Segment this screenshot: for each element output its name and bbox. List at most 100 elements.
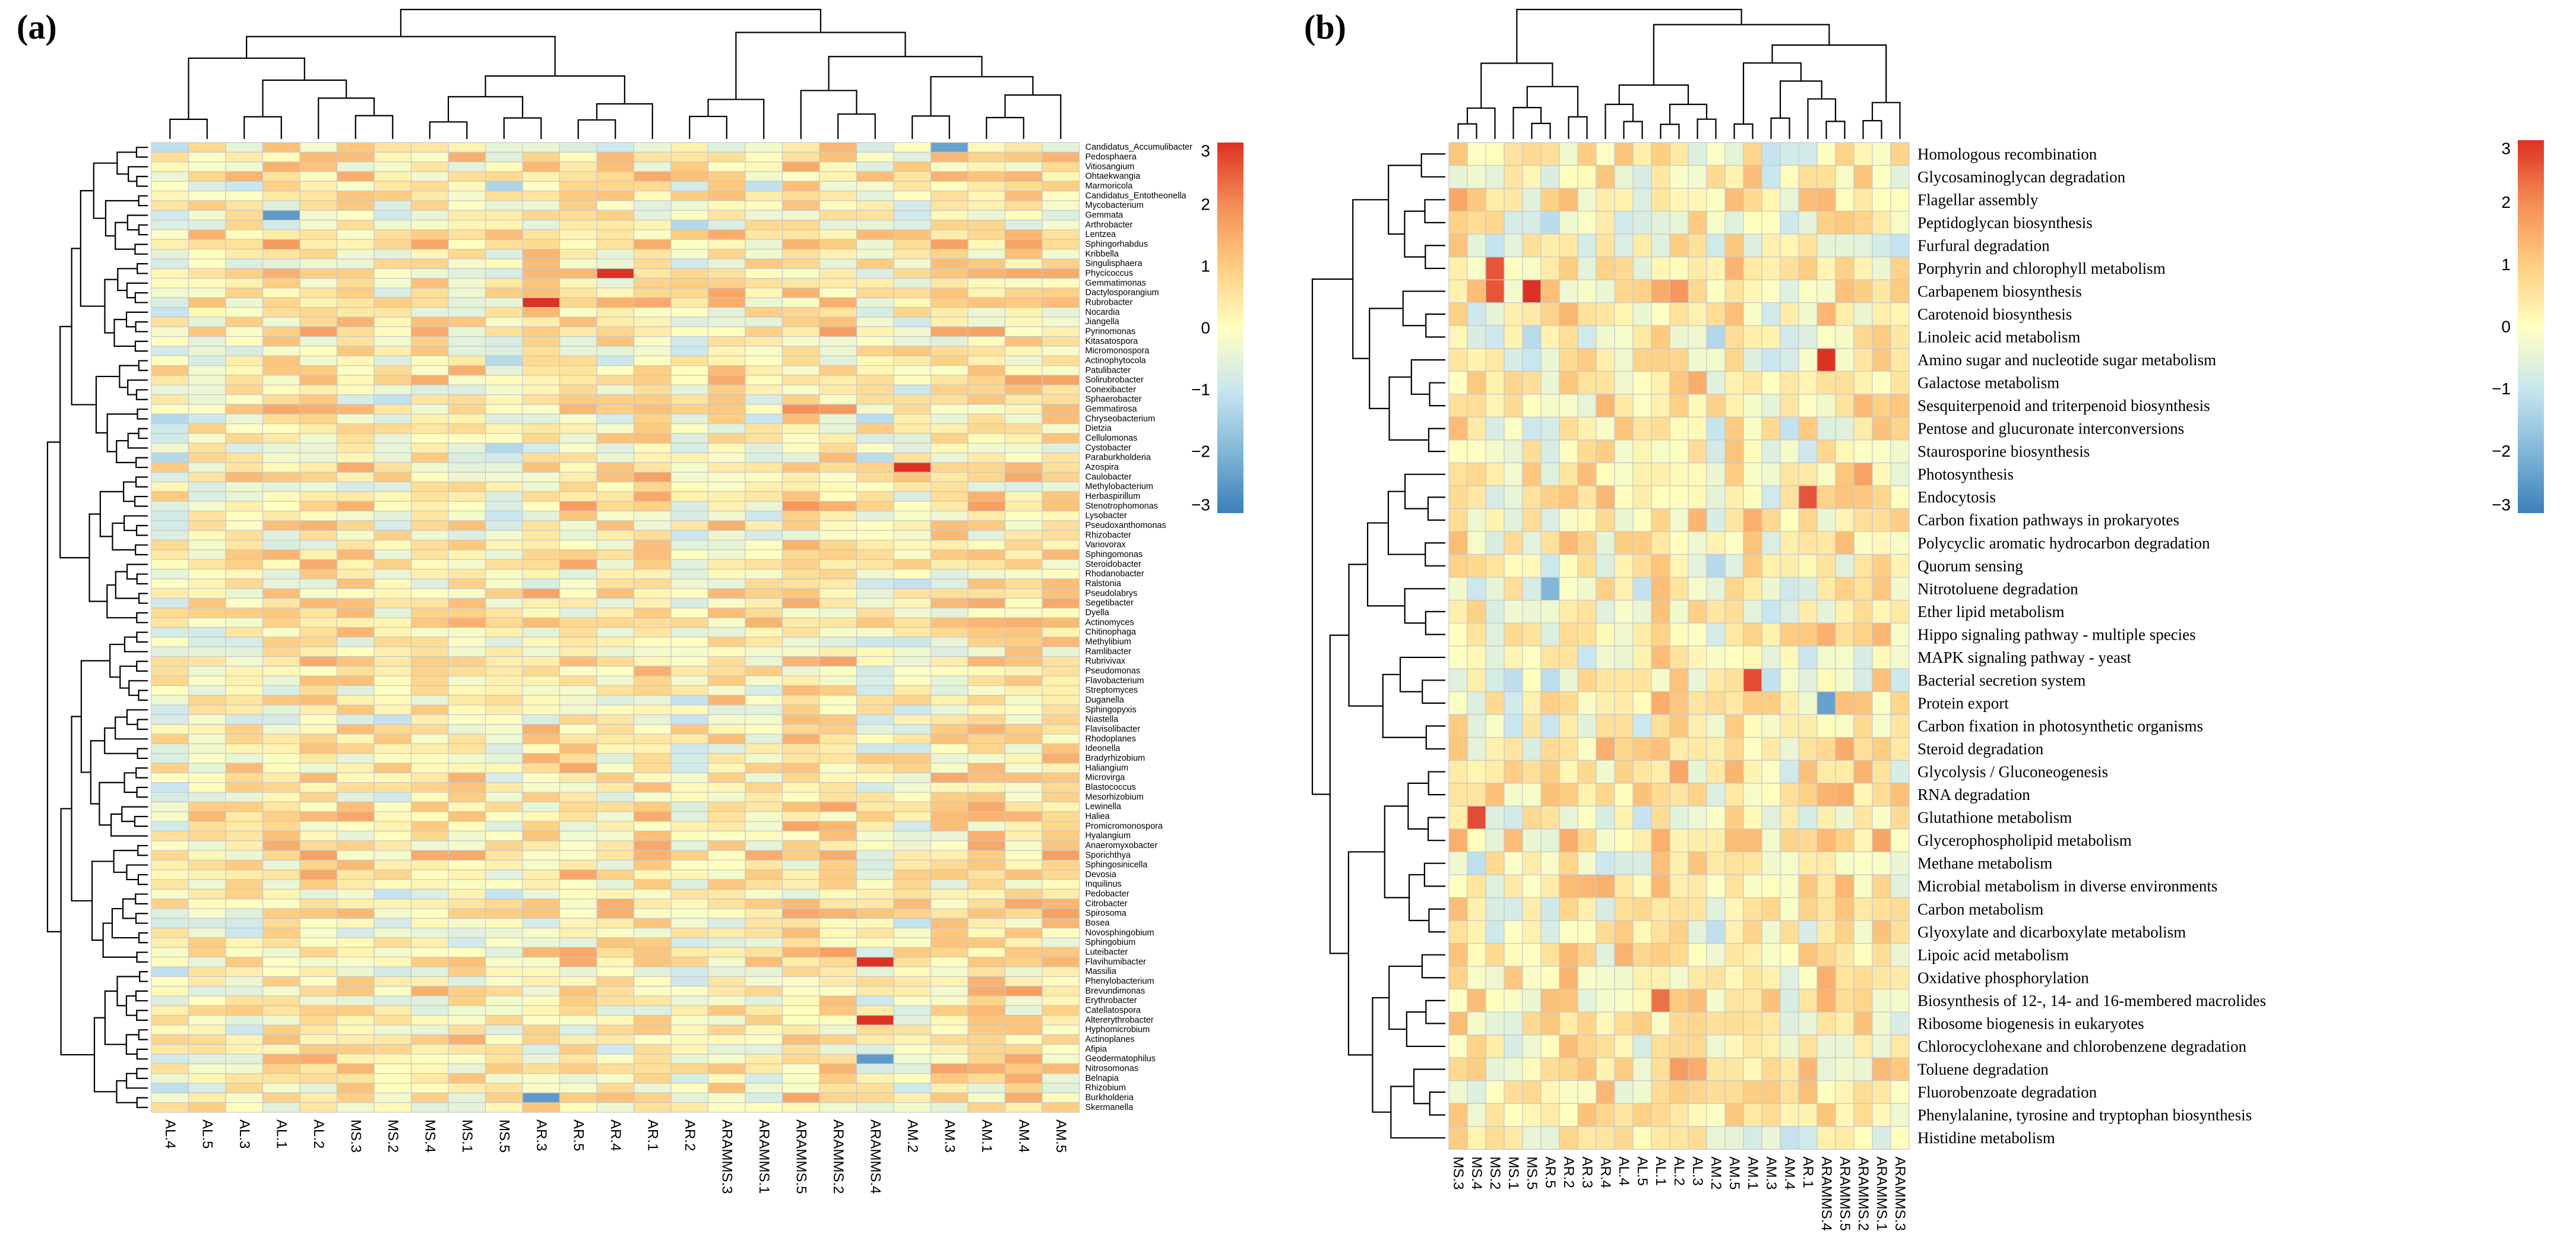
row-label: Lewinella: [1086, 802, 1122, 812]
heatmap-cell: [188, 1102, 226, 1113]
heatmap-cell: [410, 423, 449, 434]
heatmap-cell: [856, 850, 894, 861]
heatmap-cell: [856, 830, 894, 842]
heatmap-cell: [151, 918, 189, 929]
heatmap-cell: [1706, 714, 1726, 738]
heatmap-cell: [967, 559, 1006, 570]
heatmap-cell: [1540, 142, 1560, 166]
heatmap-cell: [633, 452, 672, 463]
heatmap-cell: [448, 928, 486, 938]
heatmap-cell: [1448, 416, 1468, 441]
heatmap-cell: [1743, 439, 1762, 464]
heatmap-cell: [707, 695, 746, 706]
heatmap-cell: [856, 656, 894, 667]
heatmap-cell: [670, 704, 709, 716]
heatmap-cell: [1743, 1035, 1762, 1058]
heatmap-cell: [1835, 1126, 1855, 1150]
heatmap-cell: [1853, 577, 1873, 601]
row-dendrogram-branch: [1382, 673, 1426, 738]
heatmap-cell: [633, 811, 672, 822]
heatmap-cell: [670, 162, 709, 172]
heatmap-cell: [1669, 1035, 1689, 1058]
heatmap-cell: [1632, 646, 1652, 669]
heatmap-cell: [633, 675, 672, 687]
heatmap-cell: [856, 966, 894, 977]
heatmap-cell: [1724, 165, 1744, 189]
heatmap-cell: [1780, 714, 1799, 738]
heatmap-cell: [262, 326, 300, 337]
heatmap-cell: [856, 704, 894, 716]
heatmap-cell: [745, 181, 783, 192]
heatmap-cell: [930, 375, 969, 385]
heatmap-cell: [1817, 371, 1836, 395]
heatmap-cell: [1835, 371, 1855, 395]
heatmap-cell: [262, 763, 300, 774]
heatmap-cell: [745, 704, 783, 716]
heatmap-cell: [262, 830, 300, 842]
heatmap-cell: [299, 452, 338, 463]
heatmap-cell: [1540, 325, 1560, 349]
row-label: Candidatus_Entotheonella: [1086, 191, 1187, 201]
heatmap-cell: [1485, 760, 1505, 784]
heatmap-cell: [188, 1073, 226, 1084]
heatmap-cell: [336, 501, 375, 512]
heatmap-cell: [374, 501, 412, 512]
heatmap-cell: [893, 539, 932, 551]
heatmap-cell: [633, 162, 672, 172]
row-dendrogram-branch: [136, 1048, 148, 1060]
column-dendrogram-branch: [1771, 44, 1887, 103]
heatmap-cell: [522, 326, 561, 337]
heatmap-cell: [596, 792, 635, 803]
heatmap-cell: [336, 249, 375, 260]
heatmap-cell: [707, 297, 746, 308]
row-dendrogram-branch: [1404, 210, 1426, 258]
heatmap-cell: [559, 510, 597, 521]
heatmap-cell: [1042, 559, 1080, 570]
heatmap-cell: [262, 646, 300, 657]
heatmap-cell: [745, 743, 783, 754]
heatmap-cell: [336, 317, 375, 327]
heatmap-cell: [448, 918, 486, 929]
heatmap-cell: [448, 637, 486, 647]
heatmap-cell: [781, 481, 820, 492]
heatmap-cell: [1669, 188, 1689, 212]
column-label: AM.1: [979, 1119, 995, 1153]
heatmap-cell: [410, 404, 449, 415]
heatmap-cell: [633, 1015, 672, 1026]
row-dendrogram-branch: [1406, 1011, 1445, 1048]
heatmap-cell: [745, 210, 783, 221]
heatmap-cell: [299, 830, 338, 842]
heatmap-cell: [410, 957, 449, 967]
heatmap-cell: [893, 355, 932, 366]
heatmap-cell: [745, 171, 783, 182]
heatmap-cell: [967, 1024, 1006, 1035]
heatmap-cell: [262, 472, 300, 483]
heatmap-cell: [930, 840, 969, 851]
heatmap-cell: [819, 617, 857, 628]
heatmap-cell: [448, 792, 486, 803]
heatmap-cell: [893, 753, 932, 764]
heatmap-cell: [1688, 1035, 1707, 1058]
heatmap-cell: [151, 995, 189, 1006]
heatmap-cell: [225, 297, 264, 308]
heatmap-cell: [410, 1005, 449, 1016]
heatmap-cell: [225, 520, 264, 531]
heatmap-cell: [522, 433, 561, 444]
heatmap-cell: [670, 821, 709, 832]
heatmap-cell: [336, 918, 375, 929]
heatmap-cell: [522, 1083, 561, 1093]
heatmap-cell: [336, 491, 375, 502]
heatmap-cell: [893, 986, 932, 997]
column-label: AL.4: [162, 1119, 178, 1149]
heatmap-cell: [485, 656, 523, 667]
heatmap-cell: [745, 1102, 783, 1113]
heatmap-cell: [1706, 508, 1726, 532]
heatmap-cell: [262, 937, 300, 948]
row-label: Steroidobacter: [1086, 559, 1141, 569]
heatmap-cell: [1835, 302, 1855, 326]
heatmap-cell: [188, 171, 226, 182]
heatmap-cell: [522, 763, 561, 774]
row-label: Spirosoma: [1086, 909, 1127, 918]
heatmap-cell: [1761, 1035, 1781, 1058]
heatmap-cell: [1798, 737, 1818, 761]
